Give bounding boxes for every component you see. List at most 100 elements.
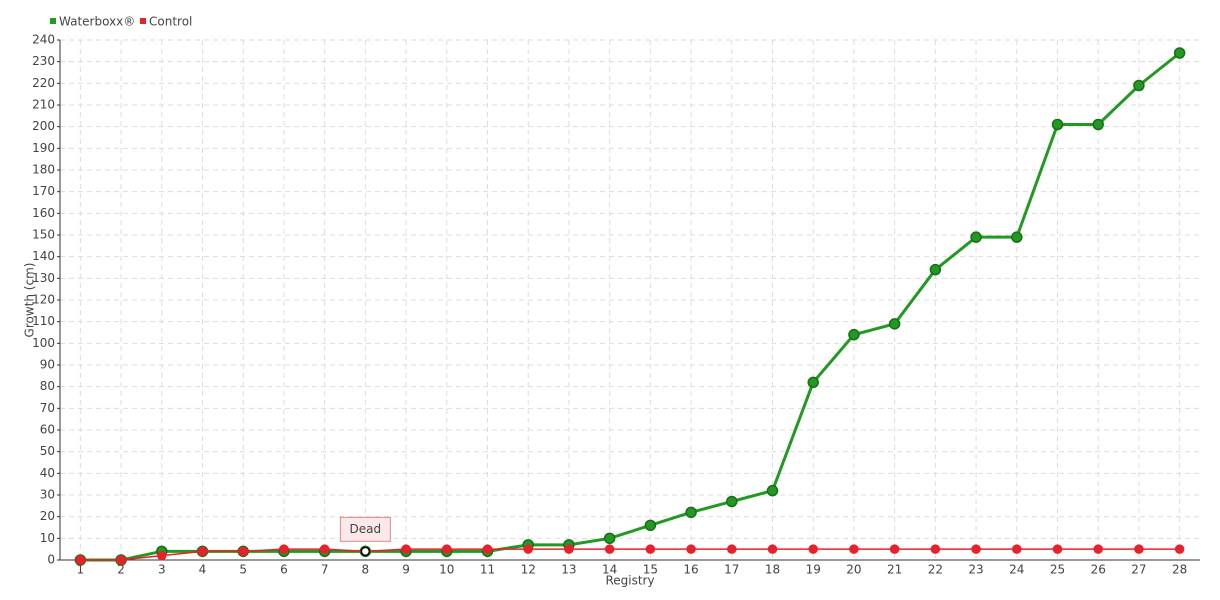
- y-tick-label: 170: [32, 184, 55, 198]
- data-point: [686, 544, 696, 554]
- data-point: [482, 544, 493, 554]
- x-tick-label: 5: [239, 563, 247, 577]
- x-tick-label: 4: [199, 563, 207, 577]
- data-point: [360, 546, 371, 557]
- x-tick-label: 1: [77, 563, 85, 577]
- y-tick-label: 200: [32, 119, 55, 133]
- x-tick-label: 15: [643, 563, 658, 577]
- x-tick-label: 25: [1050, 563, 1065, 577]
- y-tick-label: 160: [32, 206, 55, 220]
- x-tick-label: 7: [321, 563, 329, 577]
- x-tick-label: 18: [765, 563, 780, 577]
- data-point: [1174, 544, 1185, 554]
- y-tick-label: 230: [32, 54, 55, 68]
- y-tick-label: 150: [32, 228, 55, 242]
- x-tick-label: 13: [561, 563, 576, 577]
- y-tick-label: 40: [40, 466, 55, 480]
- data-point: [888, 318, 901, 330]
- x-tick-label: 8: [362, 563, 370, 577]
- x-tick-label: 17: [724, 563, 739, 577]
- series-line: [80, 548, 1180, 561]
- y-tick-label: 50: [40, 444, 55, 458]
- x-tick-label: 14: [602, 563, 617, 577]
- annotation-box: [339, 516, 391, 542]
- y-tick-label: 10: [40, 531, 55, 545]
- y-tick-label: 190: [32, 141, 55, 155]
- data-point: [1093, 544, 1103, 554]
- y-tick-label: 20: [40, 509, 55, 523]
- x-axis-label: Registry: [605, 574, 654, 588]
- legend-label: Waterboxx®: [59, 15, 135, 29]
- data-point: [157, 550, 167, 561]
- y-tick-label: 0: [47, 553, 55, 567]
- y-tick-label: 60: [40, 423, 55, 437]
- data-point: [238, 546, 248, 557]
- data-point: [970, 231, 982, 243]
- annotation: Dead: [350, 522, 382, 536]
- data-point: [808, 544, 818, 554]
- data-point: [523, 544, 533, 554]
- data-point: [279, 544, 289, 554]
- x-tick-label: 19: [806, 563, 821, 577]
- x-tick-label: 12: [521, 563, 536, 577]
- y-tick-label: 100: [32, 336, 55, 350]
- x-tick-label: 27: [1131, 563, 1146, 577]
- y-tick-label: 70: [40, 401, 55, 415]
- data-point: [603, 532, 616, 545]
- data-point: [685, 506, 697, 519]
- x-tick-label: 22: [928, 563, 943, 577]
- x-tick-label: 9: [402, 563, 410, 577]
- data-point: [1133, 79, 1145, 92]
- y-tick-label: 110: [32, 314, 55, 328]
- y-tick-label: 210: [32, 98, 55, 112]
- data-point: [767, 544, 778, 554]
- x-tick-label: 2: [117, 563, 125, 577]
- data-point: [319, 544, 330, 554]
- data-point: [849, 544, 859, 554]
- data-point: [971, 544, 981, 554]
- y-tick-label: 240: [32, 33, 55, 47]
- y-tick-label: 220: [32, 76, 55, 90]
- y-tick-label: 30: [40, 488, 55, 502]
- x-tick-label: 26: [1091, 563, 1106, 577]
- y-axis-label: Growth (cm): [23, 263, 37, 338]
- legend-swatch: [50, 18, 56, 24]
- data-point: [766, 484, 779, 497]
- data-point: [889, 544, 900, 554]
- data-point: [727, 544, 737, 554]
- data-point: [1092, 118, 1104, 131]
- x-tick-label: 6: [280, 563, 288, 577]
- data-point: [1051, 118, 1064, 131]
- series-line: [80, 51, 1181, 562]
- x-tick-label: 16: [683, 563, 698, 577]
- legend-label: Control: [149, 15, 192, 29]
- data-point: [807, 376, 819, 389]
- x-tick-label: 28: [1172, 563, 1187, 577]
- data-point: [1011, 231, 1023, 243]
- data-point: [929, 263, 942, 276]
- x-tick-label: 10: [439, 563, 454, 577]
- data-point: [197, 546, 208, 557]
- y-tick-label: 90: [40, 358, 55, 372]
- y-tick-label: 140: [32, 249, 55, 263]
- x-tick-label: 11: [480, 563, 495, 577]
- legend-swatch: [140, 18, 146, 24]
- y-tick-label: 120: [32, 293, 55, 307]
- data-point: [75, 555, 86, 565]
- data-point: [116, 555, 126, 565]
- x-tick-label: 20: [846, 563, 861, 577]
- y-tick-label: 80: [40, 379, 55, 393]
- data-point: [604, 544, 615, 554]
- data-point: [442, 544, 452, 554]
- data-point: [1052, 544, 1063, 554]
- data-point: [564, 544, 574, 554]
- data-point: [726, 495, 738, 508]
- y-tick-label: 180: [32, 163, 55, 177]
- y-tick-label: 130: [32, 271, 55, 285]
- data-point: [1173, 47, 1186, 59]
- data-point: [1012, 544, 1022, 554]
- data-point: [930, 544, 941, 554]
- x-tick-label: 3: [158, 563, 166, 577]
- x-tick-label: 24: [1009, 563, 1024, 577]
